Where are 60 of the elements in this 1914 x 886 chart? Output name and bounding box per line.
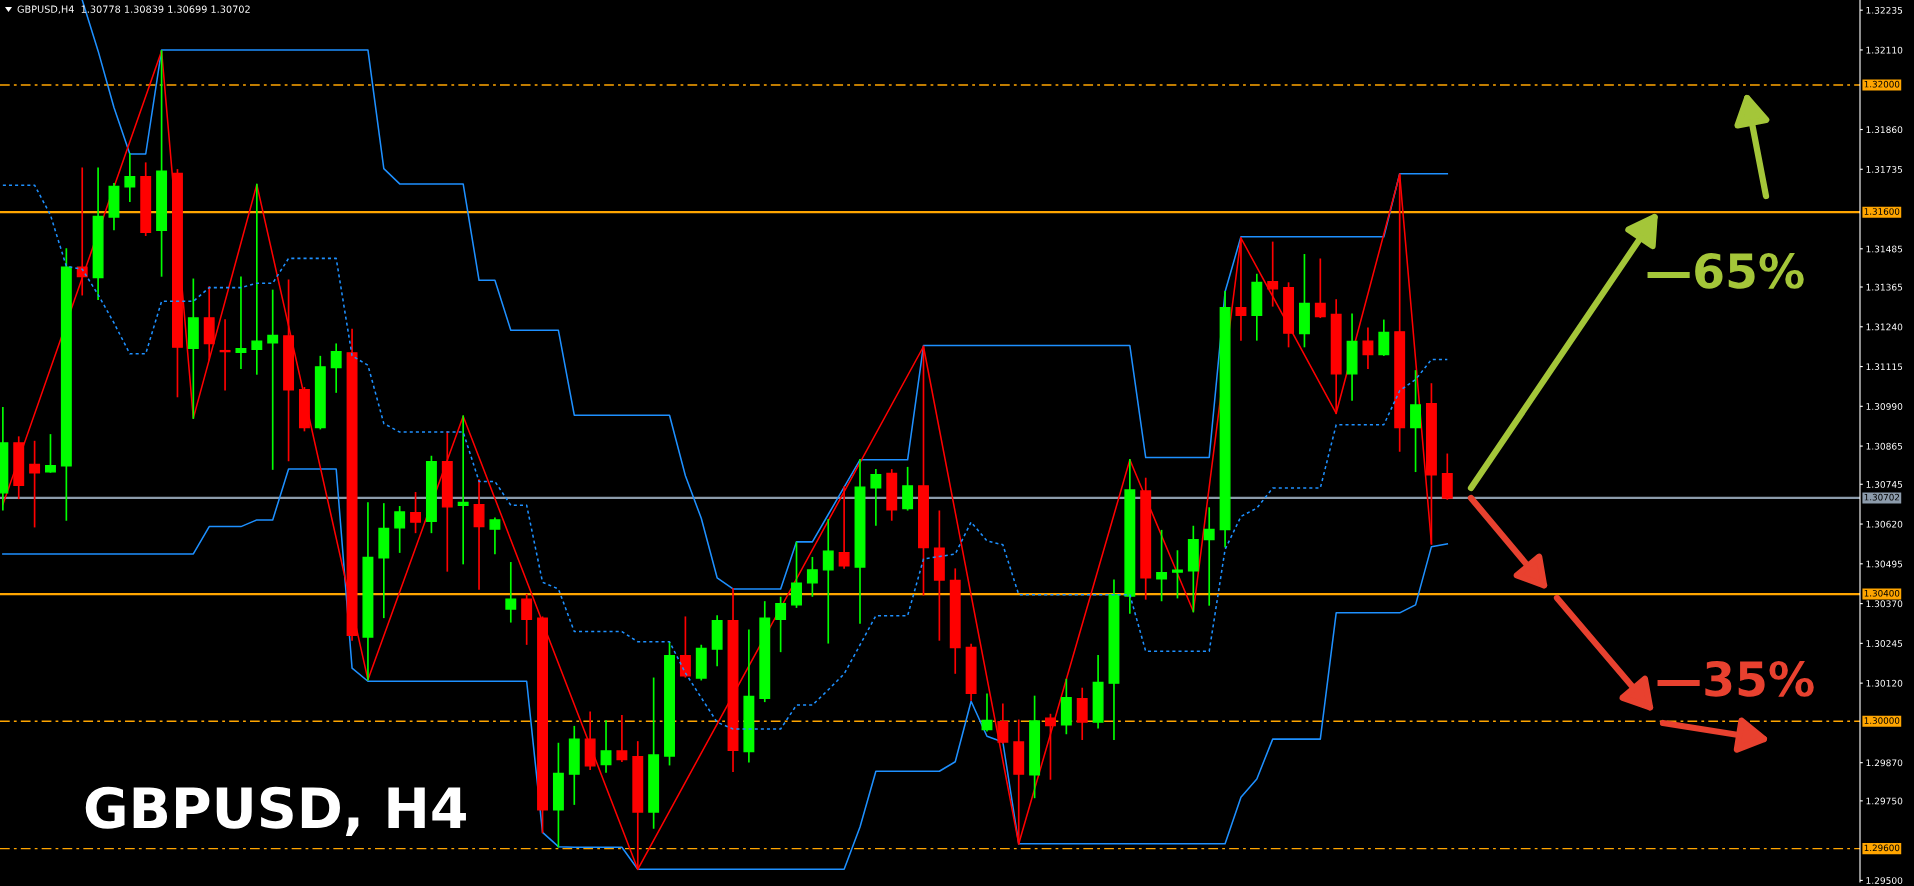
y-tick-label: 1.32235 [1866,6,1903,14]
candlestick [283,279,295,462]
y-tick-label: 1.30495 [1866,560,1903,568]
candlestick [1298,254,1310,348]
y-tick-label: 1.30620 [1866,520,1903,528]
y-tick-label: 1.31735 [1866,166,1903,173]
ref-line-label: 1.31600 [1864,208,1900,215]
ref-line-label: 1.30702 [1864,493,1900,501]
candlestick [298,387,310,432]
y-tick-label: 1.30245 [1866,640,1903,647]
candlestick [410,492,422,534]
candlestick [60,248,72,521]
y-tick-label: 1.30865 [1866,442,1903,450]
candlestick [1060,678,1072,735]
candlestick [187,278,199,419]
candlestick [172,169,183,398]
y-tick-label: 1.31115 [1866,363,1903,371]
y-tick-label: 1.30990 [1866,403,1903,410]
candlestick [156,50,168,277]
candlestick [933,510,945,641]
candlestick [664,641,675,766]
candlestick [902,466,914,511]
candlestick [775,596,787,653]
y-tick-label: 1.31485 [1866,245,1903,253]
candlestick [1172,550,1183,599]
y-tick-label: 1.31240 [1866,323,1903,331]
candlestick [1045,713,1056,780]
y-tick-label: 1.30120 [1866,679,1903,687]
line-series [81,0,1449,590]
candlestick [806,556,818,597]
ref-line-label: 1.30000 [1864,717,1900,724]
candlestick [45,434,56,473]
ref-line-label: 1.32000 [1864,80,1900,88]
candlestick [1283,282,1295,348]
line-series [2,184,1449,730]
candlestick [537,616,548,834]
y-tick-label: 1.30370 [1866,600,1903,608]
candlestick [425,455,437,534]
candlestick [29,440,41,528]
y-tick-label: 1.32110 [1866,46,1903,54]
candlestick [918,345,929,596]
candlestick [1187,525,1199,613]
text: —65% [1647,252,1804,289]
y-tick-label: 1.31365 [1866,283,1903,291]
y-tick-label: 1.29870 [1866,759,1903,767]
ref-line-label: 1.30400 [1864,589,1900,597]
candlestick [679,616,691,678]
candlestick [552,742,564,848]
candlestick [791,541,802,608]
line-series [2,468,1449,871]
text: GBPUSD, H4 [85,786,466,836]
y-tick-label: 1.31860 [1866,126,1903,134]
candlestick [1029,695,1041,799]
candlestick [648,677,660,829]
y-tick-label: 1.29750 [1866,797,1903,805]
candlestick [1410,370,1422,473]
y-tick-label: 1.29500 [1866,877,1903,884]
ref-line-label: 1.29600 [1864,844,1900,852]
text: —35% [1657,660,1814,697]
y-tick-label: 1.30745 [1866,481,1903,488]
